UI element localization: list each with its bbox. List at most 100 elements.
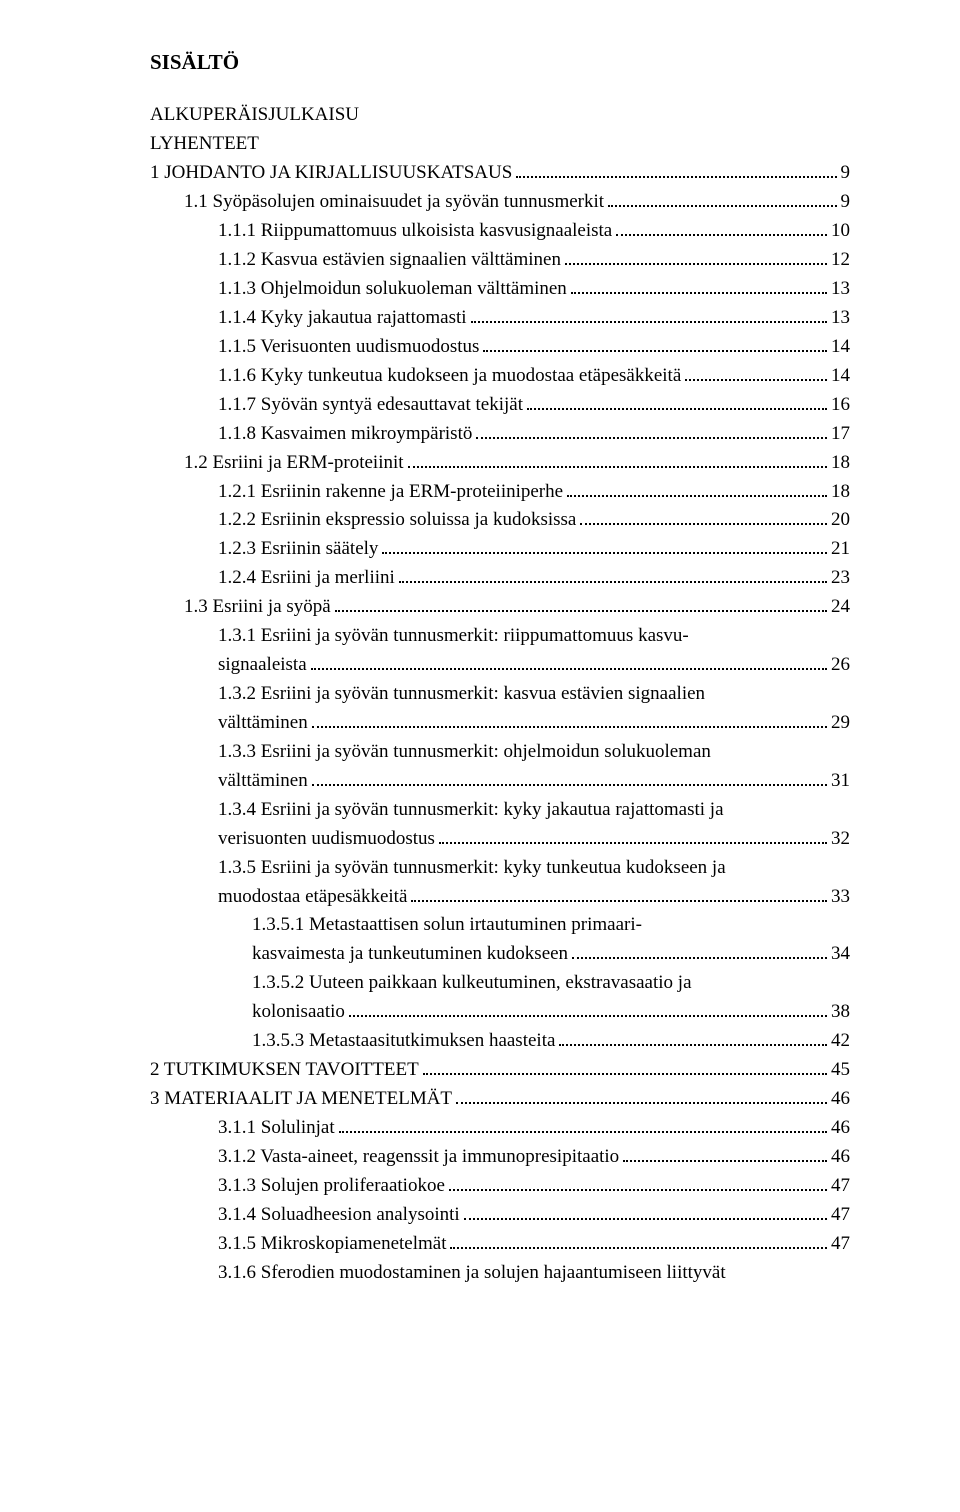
toc-label: verisuonten uudismuodostus xyxy=(218,825,435,854)
toc-page: 23 xyxy=(831,564,850,593)
toc-entry: 1.1.8 Kasvaimen mikroympäristö17 xyxy=(150,419,850,448)
toc-label: 1.3.5.3 Metastaasitutkimuksen haasteita xyxy=(252,1027,555,1056)
toc-page: 14 xyxy=(831,333,850,362)
toc-label: 3.1.3 Solujen proliferaatiokoe xyxy=(218,1172,445,1201)
toc-entry: kolonisaatio 38 xyxy=(150,998,850,1027)
leader-dots xyxy=(623,1143,827,1162)
leader-dots xyxy=(456,1085,827,1104)
toc-label: 1.1.2 Kasvua estävien signaalien välttäm… xyxy=(218,246,561,275)
toc-label: muodostaa etäpesäkkeitä xyxy=(218,883,407,912)
toc-label: välttäminen xyxy=(218,709,308,738)
toc-label: 1.1.8 Kasvaimen mikroympäristö xyxy=(218,420,472,449)
leader-dots xyxy=(464,1201,827,1220)
toc-entry: 1.3.5.2 Uuteen paikkaan kulkeutuminen, e… xyxy=(150,969,850,998)
toc-entry: 1.3.4 Esriini ja syövän tunnusmerkit: ky… xyxy=(150,796,850,825)
toc-page: 18 xyxy=(831,478,850,507)
leader-dots xyxy=(527,391,827,410)
leader-dots xyxy=(408,448,827,467)
toc-page: 46 xyxy=(831,1114,850,1143)
toc-entry: 1.1.4 Kyky jakautua rajattomasti 13 xyxy=(150,304,850,333)
toc-entry: 1.3.5.1 Metastaattisen solun irtautumine… xyxy=(150,911,850,940)
toc-entry: 1.1 Syöpäsolujen ominaisuudet ja syövän … xyxy=(150,188,850,217)
leader-dots xyxy=(471,304,827,323)
leader-dots xyxy=(559,1027,827,1046)
toc-label: välttäminen xyxy=(218,767,308,796)
front-matter-line: ALKUPERÄISJULKAISU xyxy=(150,101,850,130)
toc-page: 13 xyxy=(831,275,850,304)
toc-label: 2 TUTKIMUKSEN TAVOITTEET xyxy=(150,1056,419,1085)
leader-dots xyxy=(450,1230,827,1249)
front-matter-line: LYHENTEET xyxy=(150,130,850,159)
toc-entry: 3.1.2 Vasta-aineet, reagenssit ja immuno… xyxy=(150,1143,850,1172)
toc-label: 3.1.1 Solulinjat xyxy=(218,1114,335,1143)
toc-page: 9 xyxy=(841,159,851,188)
leader-dots xyxy=(516,159,836,178)
toc-entry: 1.2.3 Esriinin säätely21 xyxy=(150,535,850,564)
toc-entry: välttäminen29 xyxy=(150,709,850,738)
leader-dots xyxy=(312,709,827,728)
toc-label: 3.1.5 Mikroskopiamenetelmät xyxy=(218,1230,446,1259)
toc-entry: 1.2.2 Esriinin ekspressio soluissa ja ku… xyxy=(150,506,850,535)
leader-dots xyxy=(571,275,827,294)
toc-entry: 3.1.5 Mikroskopiamenetelmät47 xyxy=(150,1230,850,1259)
toc-label: 1.2.2 Esriinin ekspressio soluissa ja ku… xyxy=(218,506,576,535)
toc-label: 1.1.6 Kyky tunkeutua kudokseen ja muodos… xyxy=(218,362,681,391)
toc-entry: kasvaimesta ja tunkeutuminen kudokseen 3… xyxy=(150,940,850,969)
toc-page: 14 xyxy=(831,362,850,391)
table-of-contents: 1 JOHDANTO JA KIRJALLISUUSKATSAUS 91.1 Sy… xyxy=(150,159,850,1288)
leader-dots xyxy=(580,506,827,525)
toc-entry: 1.3.3 Esriini ja syövän tunnusmerkit: oh… xyxy=(150,738,850,767)
toc-label: 3.1.4 Soluadheesion analysointi xyxy=(218,1201,460,1230)
toc-entry: 1.3 Esriini ja syöpä 24 xyxy=(150,593,850,622)
leader-dots xyxy=(567,477,827,496)
toc-page: 24 xyxy=(831,593,850,622)
leader-dots xyxy=(483,333,827,352)
leader-dots xyxy=(476,419,827,438)
toc-label: 3.1.6 Sferodien muodostaminen ja solujen… xyxy=(218,1259,726,1288)
toc-entry: 1.1.2 Kasvua estävien signaalien välttäm… xyxy=(150,246,850,275)
toc-entry: signaaleista26 xyxy=(150,651,850,680)
toc-label: 1 JOHDANTO JA KIRJALLISUUSKATSAUS xyxy=(150,159,512,188)
toc-entry: 1.3.5 Esriini ja syövän tunnusmerkit: ky… xyxy=(150,854,850,883)
toc-page: 26 xyxy=(831,651,850,680)
toc-entry: 1.1.3 Ohjelmoidun solukuoleman välttämin… xyxy=(150,275,850,304)
toc-label: 1.2.4 Esriini ja merliini xyxy=(218,564,395,593)
toc-entry: 3.1.6 Sferodien muodostaminen ja solujen… xyxy=(150,1259,850,1288)
toc-entry: 1.2 Esriini ja ERM-proteiinit 18 xyxy=(150,448,850,477)
leader-dots xyxy=(349,998,827,1017)
toc-label: 1.1.5 Verisuonten uudismuodostus xyxy=(218,333,479,362)
toc-label: 1.1.1 Riippumattomuus ulkoisista kasvusi… xyxy=(218,217,612,246)
toc-page: 32 xyxy=(831,825,850,854)
toc-entry: verisuonten uudismuodostus 32 xyxy=(150,825,850,854)
toc-label: 1.1.3 Ohjelmoidun solukuoleman välttämin… xyxy=(218,275,567,304)
toc-label: 3.1.2 Vasta-aineet, reagenssit ja immuno… xyxy=(218,1143,619,1172)
leader-dots xyxy=(411,883,827,902)
toc-page: 47 xyxy=(831,1201,850,1230)
leader-dots xyxy=(572,940,827,959)
leader-dots xyxy=(423,1056,827,1075)
toc-label: 1.2 Esriini ja ERM-proteiinit xyxy=(184,449,404,478)
toc-label: kolonisaatio xyxy=(252,998,345,1027)
toc-entry: muodostaa etäpesäkkeitä 33 xyxy=(150,883,850,912)
leader-dots xyxy=(311,651,827,670)
leader-dots xyxy=(439,825,827,844)
toc-page: 18 xyxy=(831,449,850,478)
toc-label: 1.1.4 Kyky jakautua rajattomasti xyxy=(218,304,467,333)
toc-entry: 2 TUTKIMUKSEN TAVOITTEET45 xyxy=(150,1056,850,1085)
toc-page: 38 xyxy=(831,998,850,1027)
toc-page: 20 xyxy=(831,506,850,535)
toc-entry: 1.3.2 Esriini ja syövän tunnusmerkit: ka… xyxy=(150,680,850,709)
leader-dots xyxy=(608,188,836,207)
toc-page: 42 xyxy=(831,1027,850,1056)
leader-dots xyxy=(685,362,827,381)
toc-entry: 1.3.1 Esriini ja syövän tunnusmerkit: ri… xyxy=(150,622,850,651)
toc-page: 13 xyxy=(831,304,850,333)
toc-page: 33 xyxy=(831,883,850,912)
toc-label: 1.1.7 Syövän syntyä edesauttavat tekijät xyxy=(218,391,523,420)
toc-label: 1.3 Esriini ja syöpä xyxy=(184,593,331,622)
leader-dots xyxy=(616,217,827,236)
leader-dots xyxy=(449,1172,827,1191)
toc-page: 47 xyxy=(831,1172,850,1201)
page-title: SISÄLTÖ xyxy=(150,50,850,75)
toc-page: 16 xyxy=(831,391,850,420)
